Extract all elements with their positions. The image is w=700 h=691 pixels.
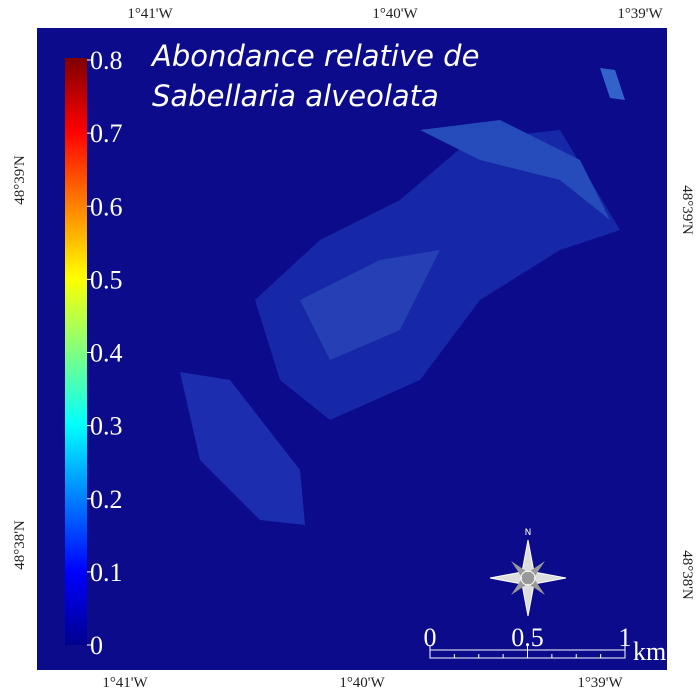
scale-bar-label: 0 bbox=[424, 623, 437, 652]
top-coord-label: 1°41'W bbox=[127, 6, 173, 22]
colorbar-tick-label: 0.3 bbox=[90, 412, 123, 441]
colorbar bbox=[65, 58, 87, 645]
scale-bar-label: 1 bbox=[619, 623, 632, 652]
right-coord-label: 48°38'N bbox=[679, 550, 695, 600]
colorbar-tick-label: 0.1 bbox=[90, 558, 123, 587]
compass: N bbox=[489, 528, 567, 617]
bottom-coord-label: 1°39'W bbox=[577, 675, 623, 691]
left-coord-label: 48°38'N bbox=[12, 520, 28, 570]
colorbar-tick-label: 0.7 bbox=[90, 119, 123, 148]
colorbar-tick-label: 0.4 bbox=[90, 339, 123, 368]
scale-bar-label: 0.5 bbox=[511, 623, 544, 652]
compass-label: N bbox=[525, 528, 532, 538]
colorbar-tick-label: 0.8 bbox=[90, 46, 123, 75]
colorbar-tick-label: 0.6 bbox=[90, 192, 123, 221]
map-title: Abondance relative de bbox=[150, 39, 479, 73]
left-coord-label: 48°39'N bbox=[12, 155, 28, 205]
bottom-coord-label: 1°41'W bbox=[102, 675, 148, 691]
bottom-coord-label: 1°40'W bbox=[339, 675, 385, 691]
reef-patches bbox=[180, 68, 625, 525]
colorbar-tick-label: 0 bbox=[90, 631, 103, 660]
map-title: Sabellaria alveolata bbox=[152, 79, 439, 113]
right-coord-label: 48°39'N bbox=[679, 185, 695, 235]
colorbar-tick-label: 0.2 bbox=[90, 485, 123, 514]
top-coord-label: 1°40'W bbox=[372, 6, 418, 22]
scale-bar-unit: km bbox=[633, 637, 666, 666]
top-coord-label: 1°39'W bbox=[617, 6, 663, 22]
colorbar-tick-label: 0.5 bbox=[90, 265, 123, 294]
